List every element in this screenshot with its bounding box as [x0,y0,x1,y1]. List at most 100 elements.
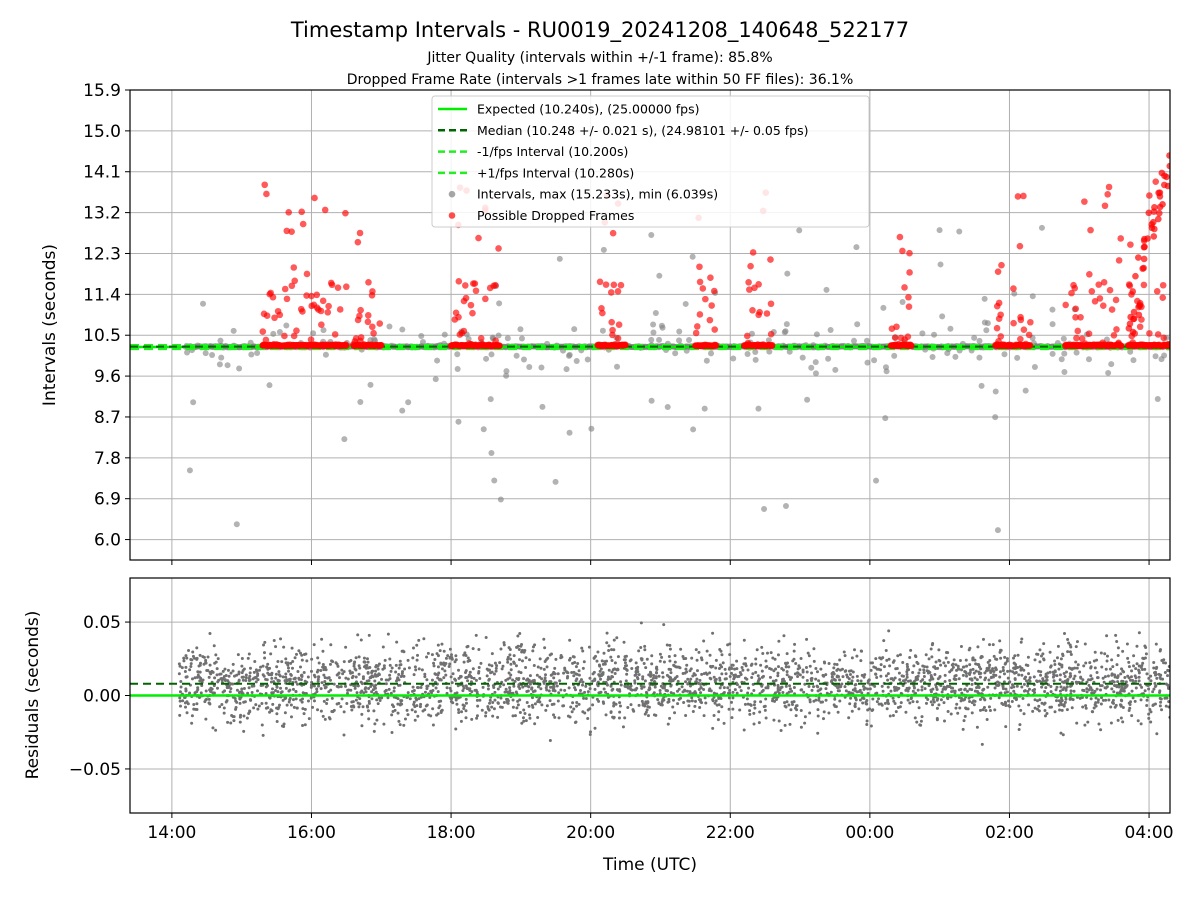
interval-outlier [864,359,871,366]
interval-outlier [648,397,655,404]
residual-point [513,714,517,718]
residual-point [492,686,496,690]
residual-point [951,686,955,690]
residual-point [508,686,512,690]
residual-point [579,678,583,682]
residual-point [375,718,379,722]
dropped-point [318,321,325,329]
residual-point [1075,721,1079,725]
residual-point [1055,699,1059,703]
residual-point [1147,687,1151,691]
residual-point [359,638,363,642]
interval-outlier [419,338,426,345]
residual-point [866,691,870,695]
residual-point [498,685,502,689]
residual-point [229,721,233,725]
residual-point [980,655,984,659]
residual-point [968,687,972,691]
interval-outlier [823,286,830,293]
residual-point [697,650,701,654]
dropped-point [260,310,268,318]
residual-point [470,717,474,721]
residual-point [362,691,366,695]
residual-point [607,648,611,652]
interval-outlier [465,335,472,342]
residual-point [539,687,543,691]
dropped-point [1155,189,1162,197]
interval-outlier [650,321,657,328]
interval-outlier [992,388,999,395]
residual-point [477,669,481,673]
interval-outlier [664,404,671,411]
residual-point [997,696,1001,700]
residual-point [1003,691,1007,695]
residual-point [691,710,695,714]
residual-point [782,679,786,683]
residual-point [892,659,896,663]
interval-outlier [571,326,578,333]
dropped-point [1017,335,1024,343]
residual-point [319,669,323,673]
residual-point [669,684,673,688]
residual-point [1106,674,1110,678]
residual-point [633,673,637,677]
residual-point [396,702,400,706]
interval-outlier [1014,354,1021,361]
residual-point [1090,688,1094,692]
residual-point [1147,716,1151,720]
interval-outlier [600,246,607,253]
dropped-point [1145,209,1153,217]
residual-point [1004,725,1008,729]
residual-point [599,677,603,681]
residual-point [998,675,1002,679]
residual-point [612,638,616,642]
residual-point [785,652,789,656]
residual-point [920,715,924,719]
residual-point [582,696,586,700]
residual-point [330,659,334,663]
residual-point [492,672,496,676]
residual-point [516,634,520,638]
dropped-point [299,220,307,228]
residual-point [566,714,570,718]
residual-point [1027,672,1031,676]
residual-point [942,685,946,689]
residual-point [512,684,516,688]
residual-point [827,711,831,715]
residual-point [651,676,655,680]
residual-point [668,659,672,663]
residual-point [412,673,416,677]
residual-point [179,679,183,683]
residual-point [1123,685,1127,689]
residual-point [265,684,269,688]
residual-point [673,711,677,715]
residual-point [642,685,646,689]
residual-point [230,714,234,718]
residual-point [1152,703,1156,707]
residual-point [475,698,479,702]
dropped-point [1115,257,1123,264]
residual-point [636,670,640,674]
residual-point [381,645,385,649]
residual-point [1099,651,1103,655]
residual-point [888,714,892,718]
dropped-point [767,300,775,308]
dropped-point [755,311,762,319]
residual-point [754,662,758,666]
dropped-point [290,264,298,271]
residual-point [834,705,838,709]
residual-point [1149,720,1153,724]
residual-point [1141,656,1145,660]
residual-point [668,647,672,651]
residual-point [681,690,685,694]
interval-outlier [202,350,209,357]
residual-point [624,679,628,683]
residual-point [476,704,480,708]
residual-point [643,648,647,652]
residual-point [1032,675,1036,679]
residual-point [1110,673,1114,677]
dropped-point [711,326,719,333]
residuals-panel: 0.050.00−0.05 14:00 16:00 18:00 20:00 22:00 0… [23,577,1174,875]
residual-point [927,657,931,661]
residual-point [436,665,440,669]
